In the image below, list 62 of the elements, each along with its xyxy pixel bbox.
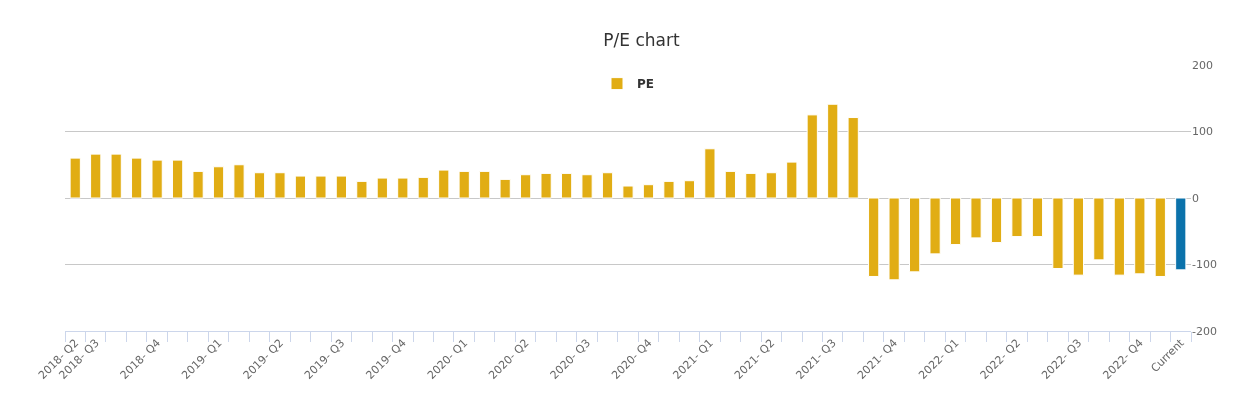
y-tick-label: 200 xyxy=(1192,58,1213,72)
bar xyxy=(888,197,900,281)
bar xyxy=(601,172,614,199)
bar xyxy=(520,174,532,199)
bar xyxy=(499,178,511,199)
bar xyxy=(417,176,429,199)
bar xyxy=(786,161,798,199)
bar xyxy=(827,103,839,199)
bar xyxy=(110,153,122,199)
bar xyxy=(274,172,286,199)
bar xyxy=(1175,197,1187,271)
bar xyxy=(315,175,327,199)
bar xyxy=(765,172,777,199)
legend-label: PE xyxy=(637,77,654,92)
bar xyxy=(622,185,634,199)
bar xyxy=(909,197,921,273)
bar xyxy=(131,157,143,199)
bar xyxy=(724,170,736,199)
bar xyxy=(90,153,102,199)
bar xyxy=(458,170,470,199)
bar xyxy=(868,197,880,277)
bar xyxy=(397,177,409,199)
bar xyxy=(1031,197,1044,238)
chart-title: P/E chart xyxy=(603,29,680,50)
bar xyxy=(212,166,225,199)
y-tick-label: -200 xyxy=(1192,324,1217,338)
bar xyxy=(970,197,982,239)
bar xyxy=(745,172,757,199)
bar xyxy=(1052,197,1064,269)
bar xyxy=(929,197,941,255)
bar xyxy=(642,184,655,199)
bar xyxy=(847,117,859,199)
bar xyxy=(438,169,450,199)
bar xyxy=(663,180,675,199)
bar xyxy=(704,148,716,199)
bar xyxy=(540,172,552,199)
bar xyxy=(479,170,491,199)
bar xyxy=(560,172,573,199)
bar xyxy=(1134,197,1146,275)
bar xyxy=(1113,197,1125,276)
bar xyxy=(294,175,307,199)
bar xyxy=(990,197,1003,244)
y-tick-label: 0 xyxy=(1192,191,1199,205)
bar xyxy=(1154,197,1166,277)
bar xyxy=(356,180,368,199)
bar xyxy=(151,159,163,199)
bar xyxy=(335,175,347,199)
bar xyxy=(376,177,388,199)
y-tick-label: 100 xyxy=(1192,125,1213,139)
bar xyxy=(1011,197,1023,238)
bar xyxy=(192,170,204,199)
bar xyxy=(69,157,81,199)
bar xyxy=(233,164,245,199)
bar xyxy=(1093,197,1105,261)
y-tick-label: -100 xyxy=(1192,258,1217,272)
bar xyxy=(1072,197,1085,276)
bar xyxy=(171,159,184,199)
bar xyxy=(253,172,266,199)
bar xyxy=(683,180,696,199)
bar xyxy=(806,114,818,199)
bar xyxy=(581,174,593,199)
bar xyxy=(949,197,962,246)
